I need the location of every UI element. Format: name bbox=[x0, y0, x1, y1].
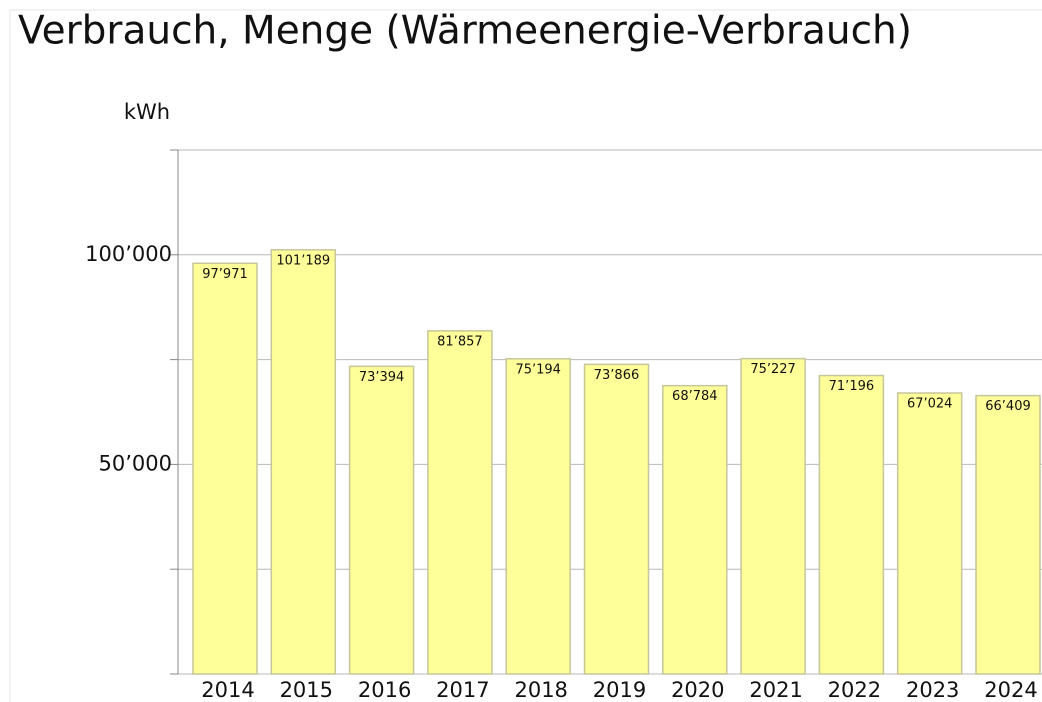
bar bbox=[270, 249, 337, 675]
bar bbox=[505, 358, 571, 675]
value-label: 101’189 bbox=[276, 253, 330, 268]
bar bbox=[740, 357, 806, 675]
x-tick-label: 2021 bbox=[749, 678, 802, 702]
x-tick-label: 2019 bbox=[593, 678, 646, 702]
value-label: 67’024 bbox=[907, 397, 953, 412]
value-label: 75’194 bbox=[515, 362, 561, 377]
y-tick-label: 100’000 bbox=[85, 242, 172, 266]
bar bbox=[583, 363, 650, 675]
bar bbox=[662, 384, 728, 675]
value-label: 71’196 bbox=[829, 379, 875, 394]
x-tick-label: 2018 bbox=[514, 678, 567, 702]
value-label: 73’866 bbox=[594, 368, 640, 383]
value-label: 97’971 bbox=[202, 267, 248, 282]
x-tick-label: 2023 bbox=[906, 678, 959, 702]
y-tick-label: 50’000 bbox=[99, 451, 172, 475]
value-label: 73’394 bbox=[359, 370, 405, 385]
x-tick-label: 2014 bbox=[201, 678, 254, 702]
value-label: 75’227 bbox=[750, 362, 796, 377]
value-label: 81’857 bbox=[437, 334, 483, 349]
x-tick-label: 2017 bbox=[436, 678, 489, 702]
y-axis-label: kWh bbox=[124, 100, 170, 124]
x-tick-label: 2024 bbox=[984, 678, 1037, 702]
bar bbox=[427, 330, 493, 675]
value-label: 68’784 bbox=[672, 389, 718, 404]
x-tick-label: 2020 bbox=[671, 678, 724, 702]
bar bbox=[192, 262, 258, 675]
bar bbox=[818, 374, 885, 675]
x-tick-label: 2016 bbox=[358, 678, 411, 702]
bar bbox=[896, 392, 963, 675]
chart-title: Verbrauch, Menge (Wärmeenergie-Verbrauch… bbox=[18, 9, 912, 54]
value-label: 66’409 bbox=[985, 399, 1031, 414]
x-tick-label: 2015 bbox=[280, 678, 333, 702]
bar bbox=[348, 365, 415, 675]
x-tick-label: 2022 bbox=[828, 678, 881, 702]
bar bbox=[975, 394, 1041, 675]
